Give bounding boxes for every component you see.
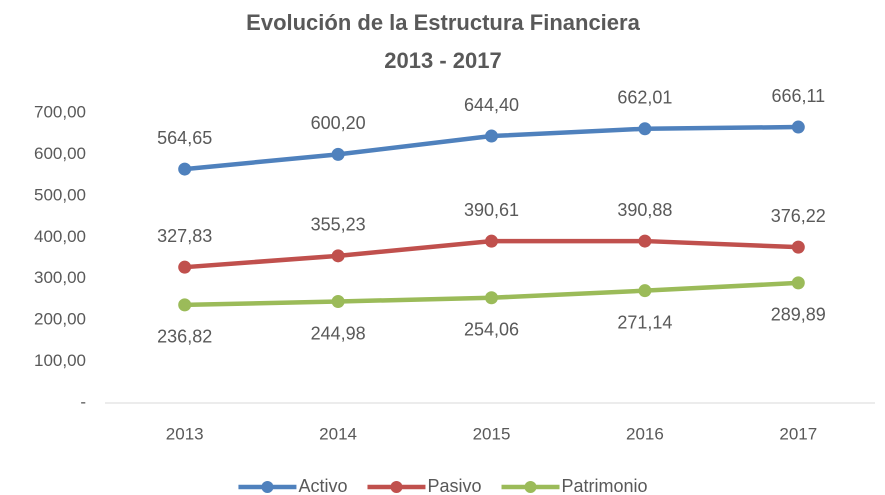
data-label: 289,89 bbox=[771, 305, 826, 325]
y-tick-label: 400,00 bbox=[34, 227, 86, 246]
data-point bbox=[178, 298, 192, 312]
data-point bbox=[178, 162, 192, 176]
data-point bbox=[331, 295, 345, 309]
legend-marker bbox=[390, 481, 403, 493]
data-point bbox=[791, 240, 805, 254]
legend-label: Activo bbox=[298, 476, 347, 495]
data-point bbox=[178, 260, 192, 274]
data-point bbox=[791, 276, 805, 290]
data-label: 390,88 bbox=[617, 200, 672, 220]
data-label: 236,82 bbox=[157, 327, 212, 347]
data-point bbox=[638, 122, 652, 136]
x-tick-label: 2015 bbox=[473, 424, 511, 443]
chart-subtitle: 2013 - 2017 bbox=[384, 48, 501, 73]
data-point bbox=[485, 234, 498, 248]
x-tick-label: 2014 bbox=[319, 424, 357, 443]
data-label: 564,65 bbox=[157, 128, 212, 148]
data-label: 254,06 bbox=[464, 319, 519, 339]
data-point bbox=[485, 129, 498, 143]
data-point bbox=[331, 147, 345, 161]
legend-label: Patrimonio bbox=[562, 476, 648, 495]
data-point bbox=[638, 284, 652, 298]
data-point bbox=[791, 120, 805, 134]
y-tick-label: 300,00 bbox=[34, 268, 86, 287]
data-point bbox=[331, 249, 345, 263]
data-label: 244,98 bbox=[311, 323, 366, 343]
data-label: 600,20 bbox=[311, 113, 366, 133]
y-tick-label: 200,00 bbox=[34, 310, 86, 329]
y-tick-label: - bbox=[80, 392, 86, 411]
x-tick-label: 2017 bbox=[779, 424, 817, 443]
legend-marker bbox=[261, 481, 274, 493]
chart-title: Evolución de la Estructura Financiera bbox=[246, 10, 640, 35]
y-tick-label: 500,00 bbox=[34, 185, 86, 204]
legend-label: Pasivo bbox=[427, 476, 481, 495]
x-tick-label: 2016 bbox=[626, 424, 664, 443]
data-label: 390,61 bbox=[464, 200, 519, 220]
y-tick-label: 700,00 bbox=[34, 102, 86, 121]
y-tick-label: 100,00 bbox=[34, 351, 86, 370]
data-label: 355,23 bbox=[311, 215, 366, 235]
data-label: 271,14 bbox=[617, 312, 672, 332]
data-label: 376,22 bbox=[771, 206, 826, 226]
data-point bbox=[638, 234, 652, 248]
y-tick-label: 600,00 bbox=[34, 144, 86, 163]
legend-marker bbox=[524, 481, 537, 493]
data-label: 644,40 bbox=[464, 95, 519, 115]
data-label: 327,83 bbox=[157, 226, 212, 246]
data-label: 662,01 bbox=[617, 87, 672, 107]
data-label: 666,11 bbox=[771, 86, 825, 106]
data-point bbox=[485, 291, 498, 305]
x-tick-label: 2013 bbox=[166, 424, 204, 443]
